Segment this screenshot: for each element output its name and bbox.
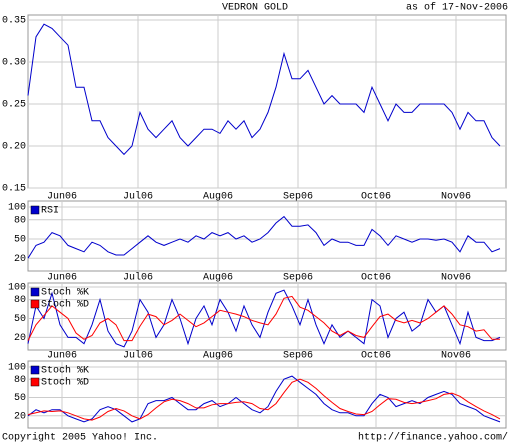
x-tick-label: Nov06 — [441, 192, 471, 203]
legend-swatch — [30, 299, 40, 309]
x-tick-label: Jul06 — [123, 191, 153, 203]
panel — [27, 282, 507, 351]
y-tick-label: 0.20 — [2, 142, 26, 153]
price-line — [27, 289, 501, 348]
y-tick-label: 20 — [14, 411, 26, 422]
x-tick-label: Aug06 — [203, 351, 233, 362]
legend-label: Stoch %K — [41, 287, 89, 299]
y-tick-label: 80 — [14, 375, 26, 386]
y-tick-label: 100 — [8, 363, 26, 374]
x-tick-label: Jun06 — [47, 192, 77, 203]
y-tick-label: 100 — [8, 283, 26, 294]
y-tick-label: 0.35 — [2, 16, 26, 27]
price-line — [27, 23, 501, 156]
x-tick-label: Jun06 — [47, 273, 77, 284]
x-tick-label: Jul06 — [123, 350, 153, 362]
y-tick-label: 50 — [14, 314, 26, 325]
y-tick-label: 0.25 — [2, 100, 26, 111]
x-tick-label: Aug06 — [203, 273, 233, 284]
legend-swatch — [30, 377, 40, 387]
legend-label: Stoch %D — [41, 377, 89, 389]
y-tick-label: 20 — [14, 254, 26, 265]
copyright: Copyright 2005 Yahoo! Inc. — [2, 432, 158, 444]
y-tick-label: 100 — [8, 203, 26, 214]
price-line — [27, 378, 501, 421]
legend-label: Stoch %D — [41, 299, 89, 311]
x-tick-label: Sep06 — [283, 351, 313, 362]
legend-label: Stoch %K — [41, 365, 89, 377]
panel — [27, 14, 507, 189]
y-tick-label: 0.30 — [2, 58, 26, 69]
x-tick-label: Oct06 — [361, 273, 391, 284]
x-tick-label: Nov06 — [441, 273, 471, 284]
y-tick-label: 80 — [14, 295, 26, 306]
x-tick-label: Oct06 — [361, 351, 391, 362]
x-tick-label: Oct06 — [361, 192, 391, 203]
x-tick-label: Jun06 — [47, 351, 77, 362]
x-tick-label: Sep06 — [283, 273, 313, 284]
as-of-date: as of 17-Nov-2006 — [406, 2, 508, 14]
source-url: http://finance.yahoo.com/ — [358, 432, 508, 444]
panel — [27, 360, 507, 429]
y-tick-label: 50 — [14, 235, 26, 246]
price-line — [27, 215, 501, 259]
x-tick-label: Jul06 — [123, 272, 153, 284]
x-tick-label: Nov06 — [441, 351, 471, 362]
legend-swatch — [30, 365, 40, 375]
x-tick-label: Sep06 — [283, 192, 313, 203]
y-tick-label: 20 — [14, 333, 26, 344]
legend-swatch — [30, 287, 40, 297]
panel — [27, 200, 507, 272]
price-line — [27, 295, 500, 342]
y-tick-label: 50 — [14, 393, 26, 404]
y-tick-label: 80 — [14, 215, 26, 226]
chart-title: VEDRON GOLD — [222, 3, 288, 14]
legend-swatch — [30, 205, 40, 215]
y-tick-label: 0.15 — [2, 184, 26, 195]
x-tick-label: Aug06 — [203, 192, 233, 203]
legend-label: RSI — [41, 206, 59, 217]
